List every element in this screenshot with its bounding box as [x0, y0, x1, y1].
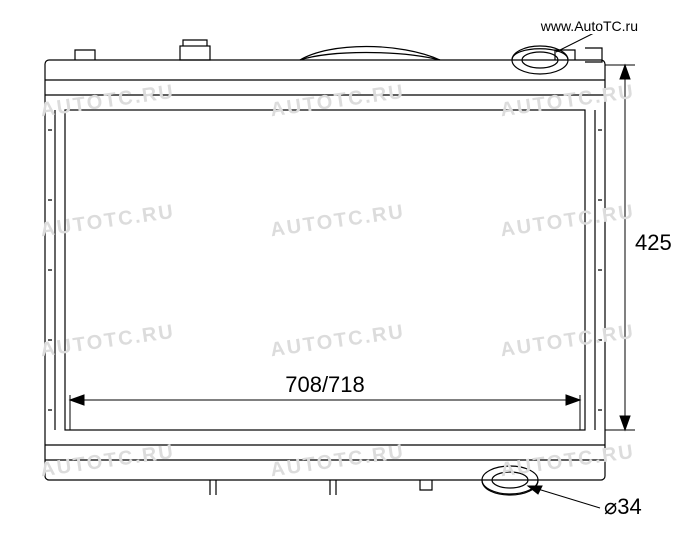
source-url: www.AutoTC.ru — [539, 18, 640, 34]
width-dimension-label: 708/718 — [285, 372, 365, 397]
height-dimension-label: 425 — [635, 230, 672, 255]
radiator-diagram: 708/718 425 ⌀34 — [0, 0, 700, 544]
diameter-dimension-label: ⌀34 — [604, 494, 642, 519]
